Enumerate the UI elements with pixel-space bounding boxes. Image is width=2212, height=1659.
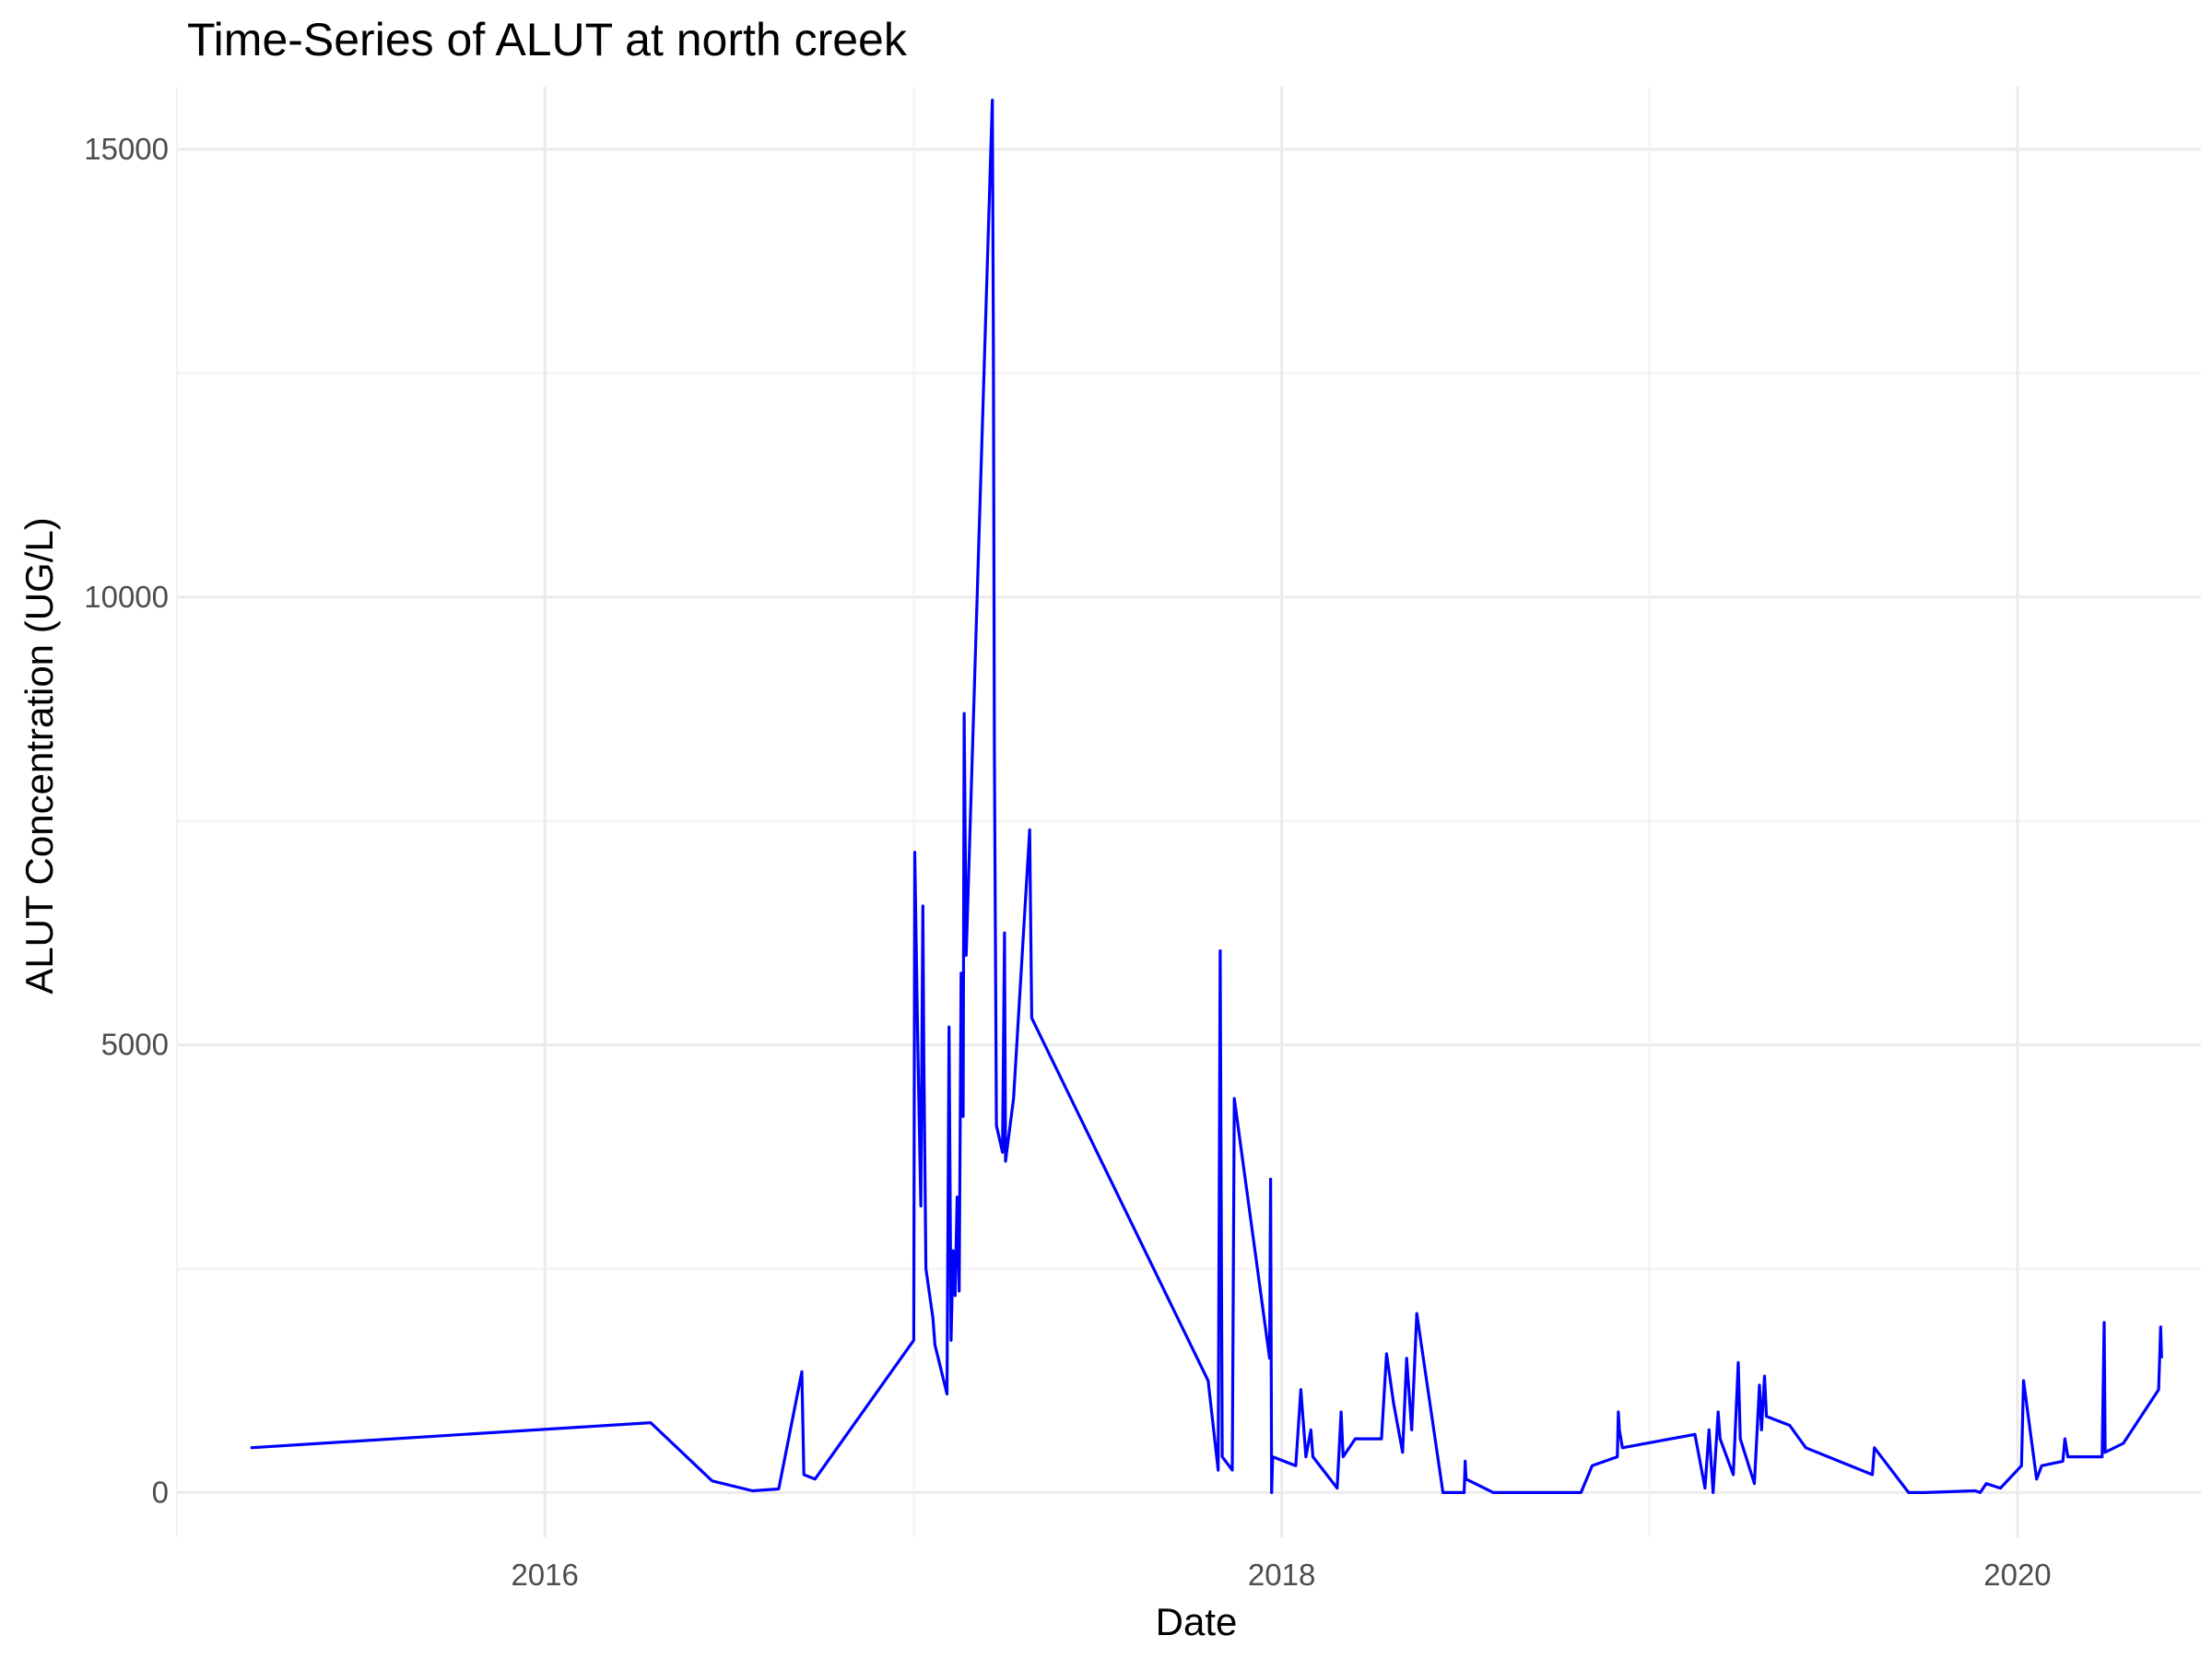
series-layer [250,98,2163,1495]
chart-title: Time-Series of ALUT at north creek [187,14,908,65]
tick-labels: 0 5000 10000 15000 2016 2018 2020 [84,132,2051,1592]
y-tick-label: 15000 [84,132,169,166]
x-axis-title: Date [1156,1600,1238,1643]
x-tick-label: 2016 [511,1558,578,1592]
x-tick-label: 2020 [1983,1558,2051,1592]
y-tick-label: 0 [152,1475,169,1509]
x-tick-label: 2018 [1248,1558,1315,1592]
grid [176,87,2201,1537]
series-line [250,98,2163,1495]
y-axis-title: ALUT Concentration (UG/L) [18,517,61,994]
y-tick-label: 10000 [84,580,169,614]
y-tick-label: 5000 [101,1028,169,1062]
